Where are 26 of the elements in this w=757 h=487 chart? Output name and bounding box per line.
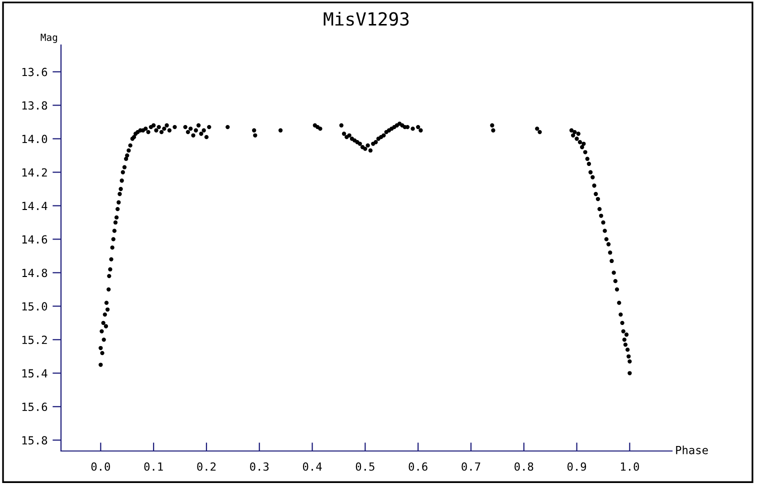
x-tick-label: 0.0	[91, 462, 110, 471]
x-tick-label: 0.5	[356, 462, 374, 471]
y-tick-label: 13.8	[22, 101, 48, 110]
x-tick-label: 0.3	[250, 462, 269, 471]
y-tick-label: 14.8	[22, 268, 48, 278]
y-tick-label: 15.2	[22, 336, 47, 344]
y-tick-label: 14.4	[22, 202, 48, 210]
x-tick-label: 0.1	[144, 462, 163, 471]
x-tick-label: 0.6	[408, 462, 428, 471]
x-axis-title: Phase	[676, 446, 708, 454]
y-tick-label: 14.0	[22, 134, 48, 144]
chart-title: MisV1293	[324, 12, 409, 26]
y-tick-label: 15.4	[22, 369, 48, 378]
x-tick-label: 0.4	[302, 462, 322, 471]
y-axis-title: Mag	[40, 34, 58, 43]
y-tick-label: 15.0	[22, 302, 48, 311]
y-tick-label: 14.6	[22, 235, 48, 244]
y-tick-label: 14.2	[22, 168, 47, 176]
y-tick-label: 15.8	[22, 436, 48, 445]
x-tick-label: 0.2	[197, 462, 216, 471]
x-tick-label: 0.7	[462, 462, 480, 471]
x-tick-label: 1.0	[620, 462, 639, 471]
x-tick-label: 0.8	[514, 462, 534, 471]
y-tick-label: 15.6	[22, 402, 48, 412]
x-tick-label: 0.9	[567, 462, 586, 471]
y-tick-label: 13.6	[22, 68, 48, 76]
